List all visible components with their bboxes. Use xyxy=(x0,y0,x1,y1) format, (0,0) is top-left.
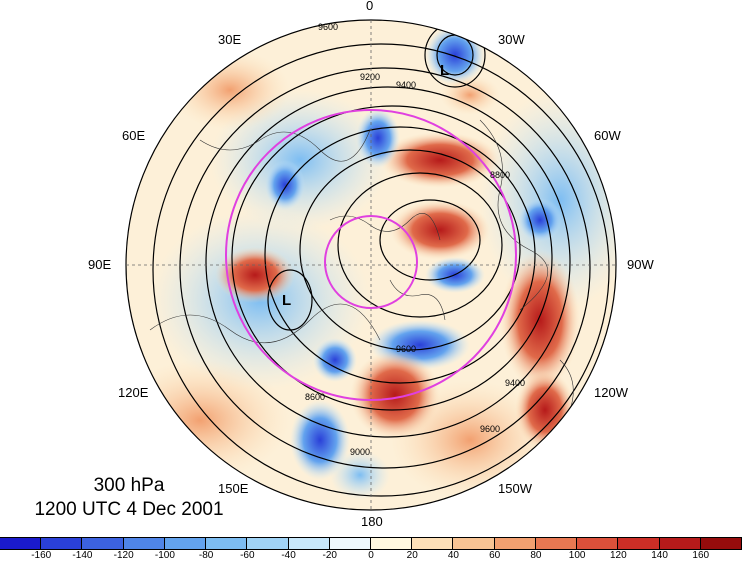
colorbar-tick-label: -160 xyxy=(31,550,52,561)
colorbar-cell xyxy=(82,538,124,549)
colorbar-tick-label: -80 xyxy=(198,550,214,561)
valid-time-title: 1200 UTC 4 Dec 2001 xyxy=(34,499,224,520)
colorbar-tick-label: 20 xyxy=(406,550,418,561)
colorbar-cell xyxy=(206,538,248,549)
lon-label-60w: 60W xyxy=(594,128,621,143)
contour-label: 9600 xyxy=(318,22,338,32)
lon-label-120w: 120W xyxy=(594,385,628,400)
colorbar-cell xyxy=(659,538,701,549)
contour-label: 9600 xyxy=(480,424,500,434)
colorbar-tick-label: -20 xyxy=(322,550,337,561)
colorbar-tick-label: -60 xyxy=(240,550,255,561)
colorbar-tick-label: 0 xyxy=(368,550,374,561)
colorbar-tick-label: 80 xyxy=(530,550,542,561)
low-pressure-marker: L xyxy=(282,292,291,309)
colorbar-tick-label: 60 xyxy=(489,550,501,561)
contour-label: 9600 xyxy=(396,344,416,354)
colorbar-cell xyxy=(370,538,413,549)
colorbar-cell xyxy=(123,538,165,549)
contour-label: 8600 xyxy=(305,392,325,402)
lon-label-90w: 90W xyxy=(627,257,654,272)
colorbar-tick-label: -120 xyxy=(113,550,134,561)
colorbar-tick-label: 140 xyxy=(651,550,668,561)
colorbar-tick-label: -100 xyxy=(154,550,175,561)
lon-label-90e: 90E xyxy=(88,257,112,272)
contour-label: 8800 xyxy=(490,170,510,180)
colorbar-cell xyxy=(41,538,83,549)
pressure-level-title: 300 hPa xyxy=(93,475,165,496)
colorbar-tick-label: 120 xyxy=(609,550,627,561)
colorbar-cell xyxy=(453,538,495,549)
colorbar-tick-label: 160 xyxy=(692,550,710,561)
lon-label-0: 0 xyxy=(366,0,374,13)
low-pressure-marker: L xyxy=(440,62,449,79)
colorbar-cell xyxy=(164,538,207,549)
colorbar-cell xyxy=(618,538,660,549)
colorbar-cell xyxy=(494,538,536,549)
colorbar-cell xyxy=(577,538,619,549)
lon-label-30w: 30W xyxy=(498,32,525,47)
colorbar-cell xyxy=(247,538,289,549)
lon-label-180: 180 xyxy=(361,514,383,529)
colorbar-cell xyxy=(329,538,371,549)
colorbar-cell xyxy=(288,538,330,549)
contour-label: 9400 xyxy=(505,378,525,388)
colorbar-cell xyxy=(0,538,42,549)
lon-label-150w: 150W xyxy=(498,481,532,496)
map-title: 300 hPa 1200 UTC 4 Dec 2001 xyxy=(14,474,244,522)
colorbar-tick-label: -140 xyxy=(72,550,93,561)
colorbar: -160 -140 -120 -100 -80 -60 -40 -20 0 20 40 60 80 100… xyxy=(0,537,742,561)
colorbar-tick-label: -40 xyxy=(281,550,296,561)
colorbar-cell xyxy=(700,538,742,549)
colorbar-cell xyxy=(412,538,454,549)
contour-label: 9200 xyxy=(360,72,380,82)
contour-label: 9000 xyxy=(350,447,370,457)
contour-labels: 9600 9400 9200 9600 9400 9000 8600 8800 … xyxy=(305,22,525,457)
latitude-rings xyxy=(225,109,517,401)
contour-label: 9400 xyxy=(396,80,416,90)
lon-label-30e: 30E xyxy=(218,32,242,47)
colorbar-cell xyxy=(535,538,578,549)
colorbar-tick-label: 40 xyxy=(447,550,459,561)
inner-ring xyxy=(324,215,418,309)
lon-label-150e: 150E xyxy=(218,481,249,496)
colorbar-tick-label: 100 xyxy=(568,550,586,561)
lon-label-120e: 120E xyxy=(118,385,149,400)
graticule xyxy=(126,20,616,510)
lon-label-60e: 60E xyxy=(122,128,146,143)
colorbar-cells xyxy=(0,537,742,550)
outer-ring xyxy=(225,109,517,401)
